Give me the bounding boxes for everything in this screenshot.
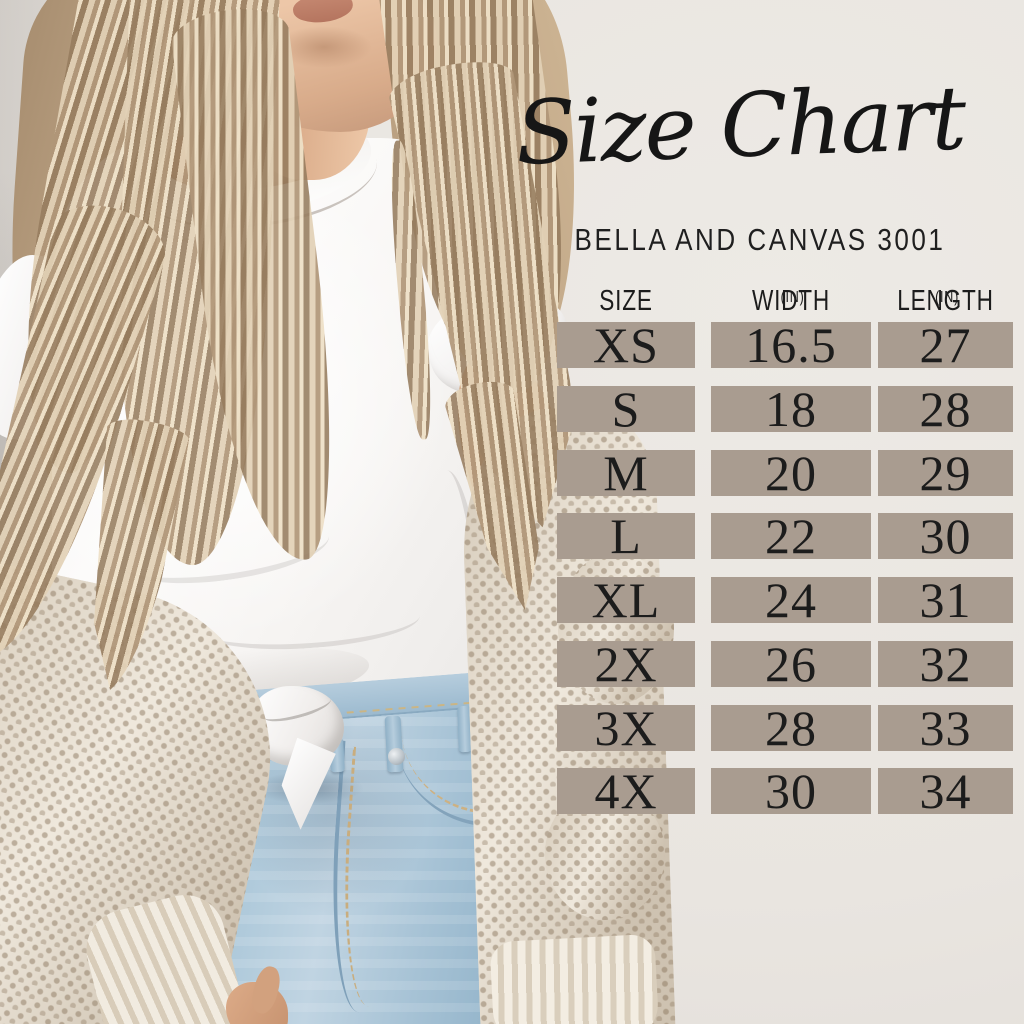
size-cell-3x: 3X — [557, 703, 695, 753]
width-cell-xl: 24 — [711, 575, 871, 625]
product-subtitle: BELLA AND CANVAS 3001 — [574, 222, 946, 257]
column-header-length-label: LENGTH — [897, 285, 994, 317]
width-cell-l: 22 — [711, 511, 871, 561]
width-cell-m: 20 — [711, 448, 871, 498]
column-header-width: WIDTH (IN) — [729, 282, 854, 316]
length-cell-4x: 34 — [878, 766, 1013, 816]
size-cell-4x: 4X — [557, 766, 695, 816]
length-cell-l: 30 — [878, 511, 1013, 561]
width-cell-xs: 16.5 — [711, 320, 871, 370]
width-cell-2x: 26 — [711, 639, 871, 689]
size-cell-s: S — [557, 384, 695, 434]
size-cell-xs: XS — [557, 320, 695, 370]
width-cell-4x: 30 — [711, 766, 871, 816]
page-title: Size Chart — [513, 66, 967, 185]
size-cell-l: L — [557, 511, 695, 561]
length-cell-xl: 31 — [878, 575, 1013, 625]
column-header-length: LENGTH (IN) — [893, 282, 998, 316]
length-cell-s: 28 — [878, 384, 1013, 434]
length-cell-3x: 33 — [878, 703, 1013, 753]
width-cell-3x: 28 — [711, 703, 871, 753]
length-cell-2x: 32 — [878, 639, 1013, 689]
column-header-length-unit: (IN) — [935, 289, 960, 306]
jeans-button — [388, 748, 405, 765]
size-cell-xl: XL — [557, 575, 695, 625]
length-cell-xs: 27 — [878, 320, 1013, 370]
size-cell-m: M — [557, 448, 695, 498]
column-header-size-label: SIZE — [599, 285, 653, 317]
column-header-width-label: WIDTH — [751, 285, 831, 317]
size-cell-2x: 2X — [557, 639, 695, 689]
length-cell-m: 29 — [878, 448, 1013, 498]
width-cell-s: 18 — [711, 384, 871, 434]
column-header-size: SIZE — [572, 282, 680, 316]
column-header-width-unit: (IN) — [780, 289, 805, 306]
